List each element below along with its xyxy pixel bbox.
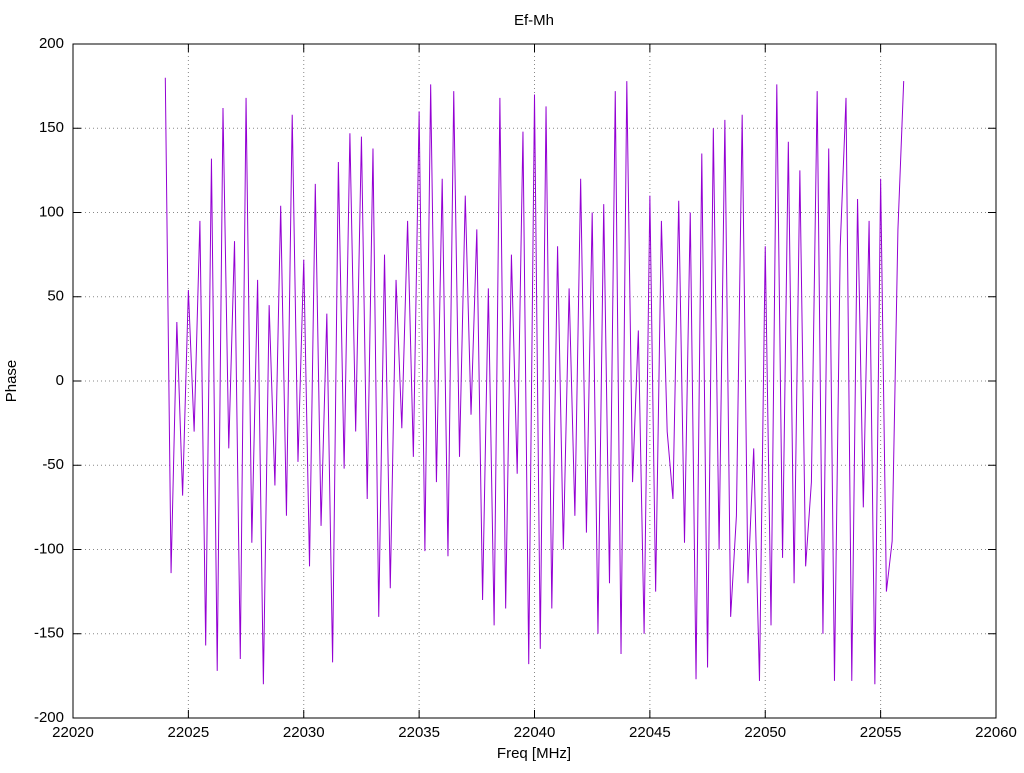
y-tick-label: 100 bbox=[39, 203, 64, 220]
chart-title: Ef-Mh bbox=[514, 12, 554, 29]
y-tick-label: 200 bbox=[39, 35, 64, 52]
y-axis-label: Phase bbox=[3, 360, 20, 403]
y-tick-label: -200 bbox=[34, 709, 64, 726]
x-tick-label: 22055 bbox=[860, 724, 902, 741]
y-tick-label: -50 bbox=[42, 456, 64, 473]
x-tick-label: 22060 bbox=[975, 724, 1017, 741]
x-tick-label: 22030 bbox=[283, 724, 325, 741]
y-tick-label: 50 bbox=[47, 288, 64, 305]
x-tick-label: 22040 bbox=[514, 724, 556, 741]
x-tick-label: 22045 bbox=[629, 724, 671, 741]
x-tick-label: 22035 bbox=[398, 724, 440, 741]
x-tick-label: 22025 bbox=[168, 724, 210, 741]
plot-frame bbox=[72, 43, 997, 719]
y-tick-label: 0 bbox=[56, 372, 64, 389]
x-tick-label: 22020 bbox=[52, 724, 94, 741]
data-line bbox=[164, 77, 905, 685]
x-tick-label: 22050 bbox=[744, 724, 786, 741]
y-tick-label: -100 bbox=[34, 540, 64, 557]
y-tick-label: 150 bbox=[39, 119, 64, 136]
y-tick-label: -150 bbox=[34, 625, 64, 642]
x-axis-label: Freq [MHz] bbox=[497, 745, 571, 762]
